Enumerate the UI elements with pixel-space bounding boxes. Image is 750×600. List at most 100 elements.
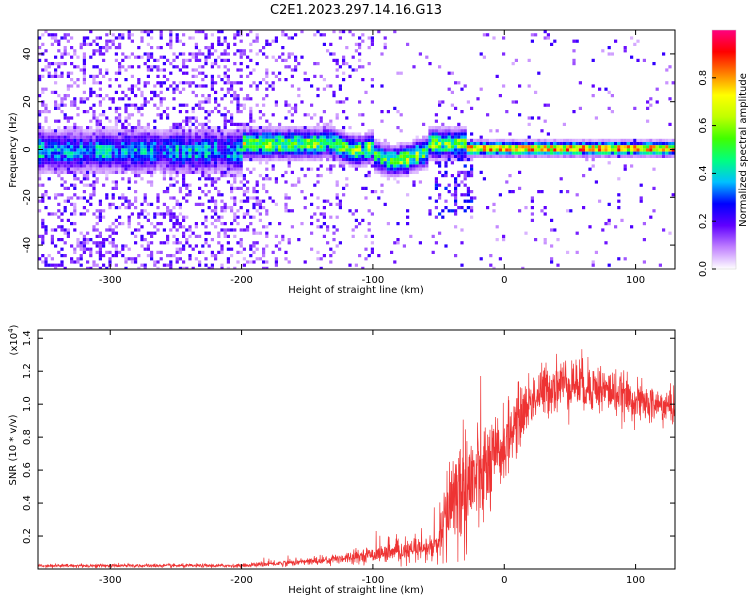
heatmap-cell <box>210 145 214 149</box>
heatmap-cell <box>118 116 122 120</box>
heatmap-cell <box>201 78 205 82</box>
heatmap-cell <box>98 215 102 219</box>
heatmap-cell <box>530 142 534 146</box>
heatmap-cell <box>143 247 147 251</box>
heatmap-cell <box>63 161 67 165</box>
heatmap-cell <box>236 129 240 133</box>
heatmap-cell <box>412 158 416 162</box>
heatmap-cell <box>188 257 192 261</box>
heatmap-cell <box>396 238 400 242</box>
heatmap-cell <box>604 142 608 146</box>
heatmap-cell <box>124 154 128 158</box>
heatmap-cell <box>223 58 227 62</box>
heatmap-cell <box>354 42 358 46</box>
heatmap-cell <box>306 151 310 155</box>
heatmap-cell <box>185 241 189 245</box>
heatmap-cell <box>50 158 54 162</box>
heatmap-cell <box>50 234 54 238</box>
heatmap-cell <box>114 250 118 254</box>
heatmap-cell <box>358 158 362 162</box>
heatmap-cell <box>111 238 115 242</box>
heatmap-cell <box>441 145 445 149</box>
heatmap-cell <box>153 129 157 133</box>
heatmap-cell <box>137 254 141 258</box>
heatmap-cell <box>50 129 54 133</box>
heatmap-cell <box>591 263 595 267</box>
heatmap-cell <box>111 151 115 155</box>
heatmap-cell <box>313 148 317 152</box>
heatmap-cell <box>466 190 470 194</box>
heatmap-cell <box>60 142 64 146</box>
heatmap-cell <box>207 46 211 50</box>
heatmap-cell <box>377 196 381 200</box>
x-tick-label: -200 <box>230 275 253 286</box>
heatmap-cell <box>316 129 320 133</box>
heatmap-cell <box>207 138 211 142</box>
heatmap-cell <box>450 193 454 197</box>
heatmap-cell <box>185 228 189 232</box>
heatmap-cell <box>361 78 365 82</box>
heatmap-cell <box>495 238 499 242</box>
heatmap-cell <box>252 190 256 194</box>
heatmap-cell <box>265 132 269 136</box>
heatmap-cell <box>351 145 355 149</box>
heatmap-cell <box>364 151 368 155</box>
heatmap-cell <box>233 186 237 190</box>
heatmap-cell <box>351 164 355 168</box>
heatmap-cell <box>354 164 358 168</box>
heatmap-cell <box>223 122 227 126</box>
heatmap-cell <box>223 206 227 210</box>
heatmap-cell <box>242 154 246 158</box>
heatmap-cell <box>406 215 410 219</box>
heatmap-cell <box>495 129 499 133</box>
heatmap-cell <box>198 151 202 155</box>
heatmap-cell <box>137 266 141 269</box>
heatmap-cell <box>130 90 134 94</box>
heatmap-cell <box>159 164 163 168</box>
heatmap-cell <box>153 154 157 158</box>
heatmap-cell <box>95 222 99 226</box>
heatmap-cell <box>466 186 470 190</box>
heatmap-cell <box>204 238 208 242</box>
heatmap-cell <box>633 106 637 110</box>
heatmap-cell <box>82 196 86 200</box>
heatmap-cell <box>239 68 243 72</box>
heatmap-cell <box>255 84 259 88</box>
heatmap-cell <box>130 138 134 142</box>
heatmap-cell <box>207 266 211 269</box>
heatmap-cell <box>284 206 288 210</box>
heatmap-cell <box>182 158 186 162</box>
heatmap-cell <box>380 142 384 146</box>
heatmap-cell <box>601 228 605 232</box>
heatmap-cell <box>137 151 141 155</box>
heatmap-cell <box>175 154 179 158</box>
heatmap-cell <box>214 199 218 203</box>
heatmap-cell <box>188 190 192 194</box>
heatmap-cell <box>121 161 125 165</box>
heatmap-cell <box>66 39 70 43</box>
heatmap-cell <box>575 138 579 142</box>
heatmap-cell <box>287 138 291 142</box>
heatmap-cell <box>239 199 243 203</box>
heatmap-cell <box>175 222 179 226</box>
heatmap-cell <box>502 142 506 146</box>
heatmap-cell <box>652 167 656 171</box>
heatmap-cell <box>441 138 445 142</box>
colorbar-tick-label: 0.8 <box>698 70 709 86</box>
heatmap-cell <box>44 30 48 34</box>
heatmap-cell <box>236 222 240 226</box>
heatmap-cell <box>287 209 291 213</box>
heatmap-cell <box>316 154 320 158</box>
heatmap-cell <box>172 129 176 133</box>
heatmap-cell <box>428 196 432 200</box>
heatmap-cell <box>287 142 291 146</box>
heatmap-cell <box>495 145 499 149</box>
heatmap-cell <box>310 151 314 155</box>
heatmap-cell <box>108 170 112 174</box>
heatmap-cell <box>182 247 186 251</box>
heatmap-cell <box>614 142 618 146</box>
heatmap-cell <box>156 222 160 226</box>
heatmap-cell <box>316 126 320 130</box>
heatmap-cell <box>662 148 666 152</box>
heatmap-cell <box>226 228 230 232</box>
